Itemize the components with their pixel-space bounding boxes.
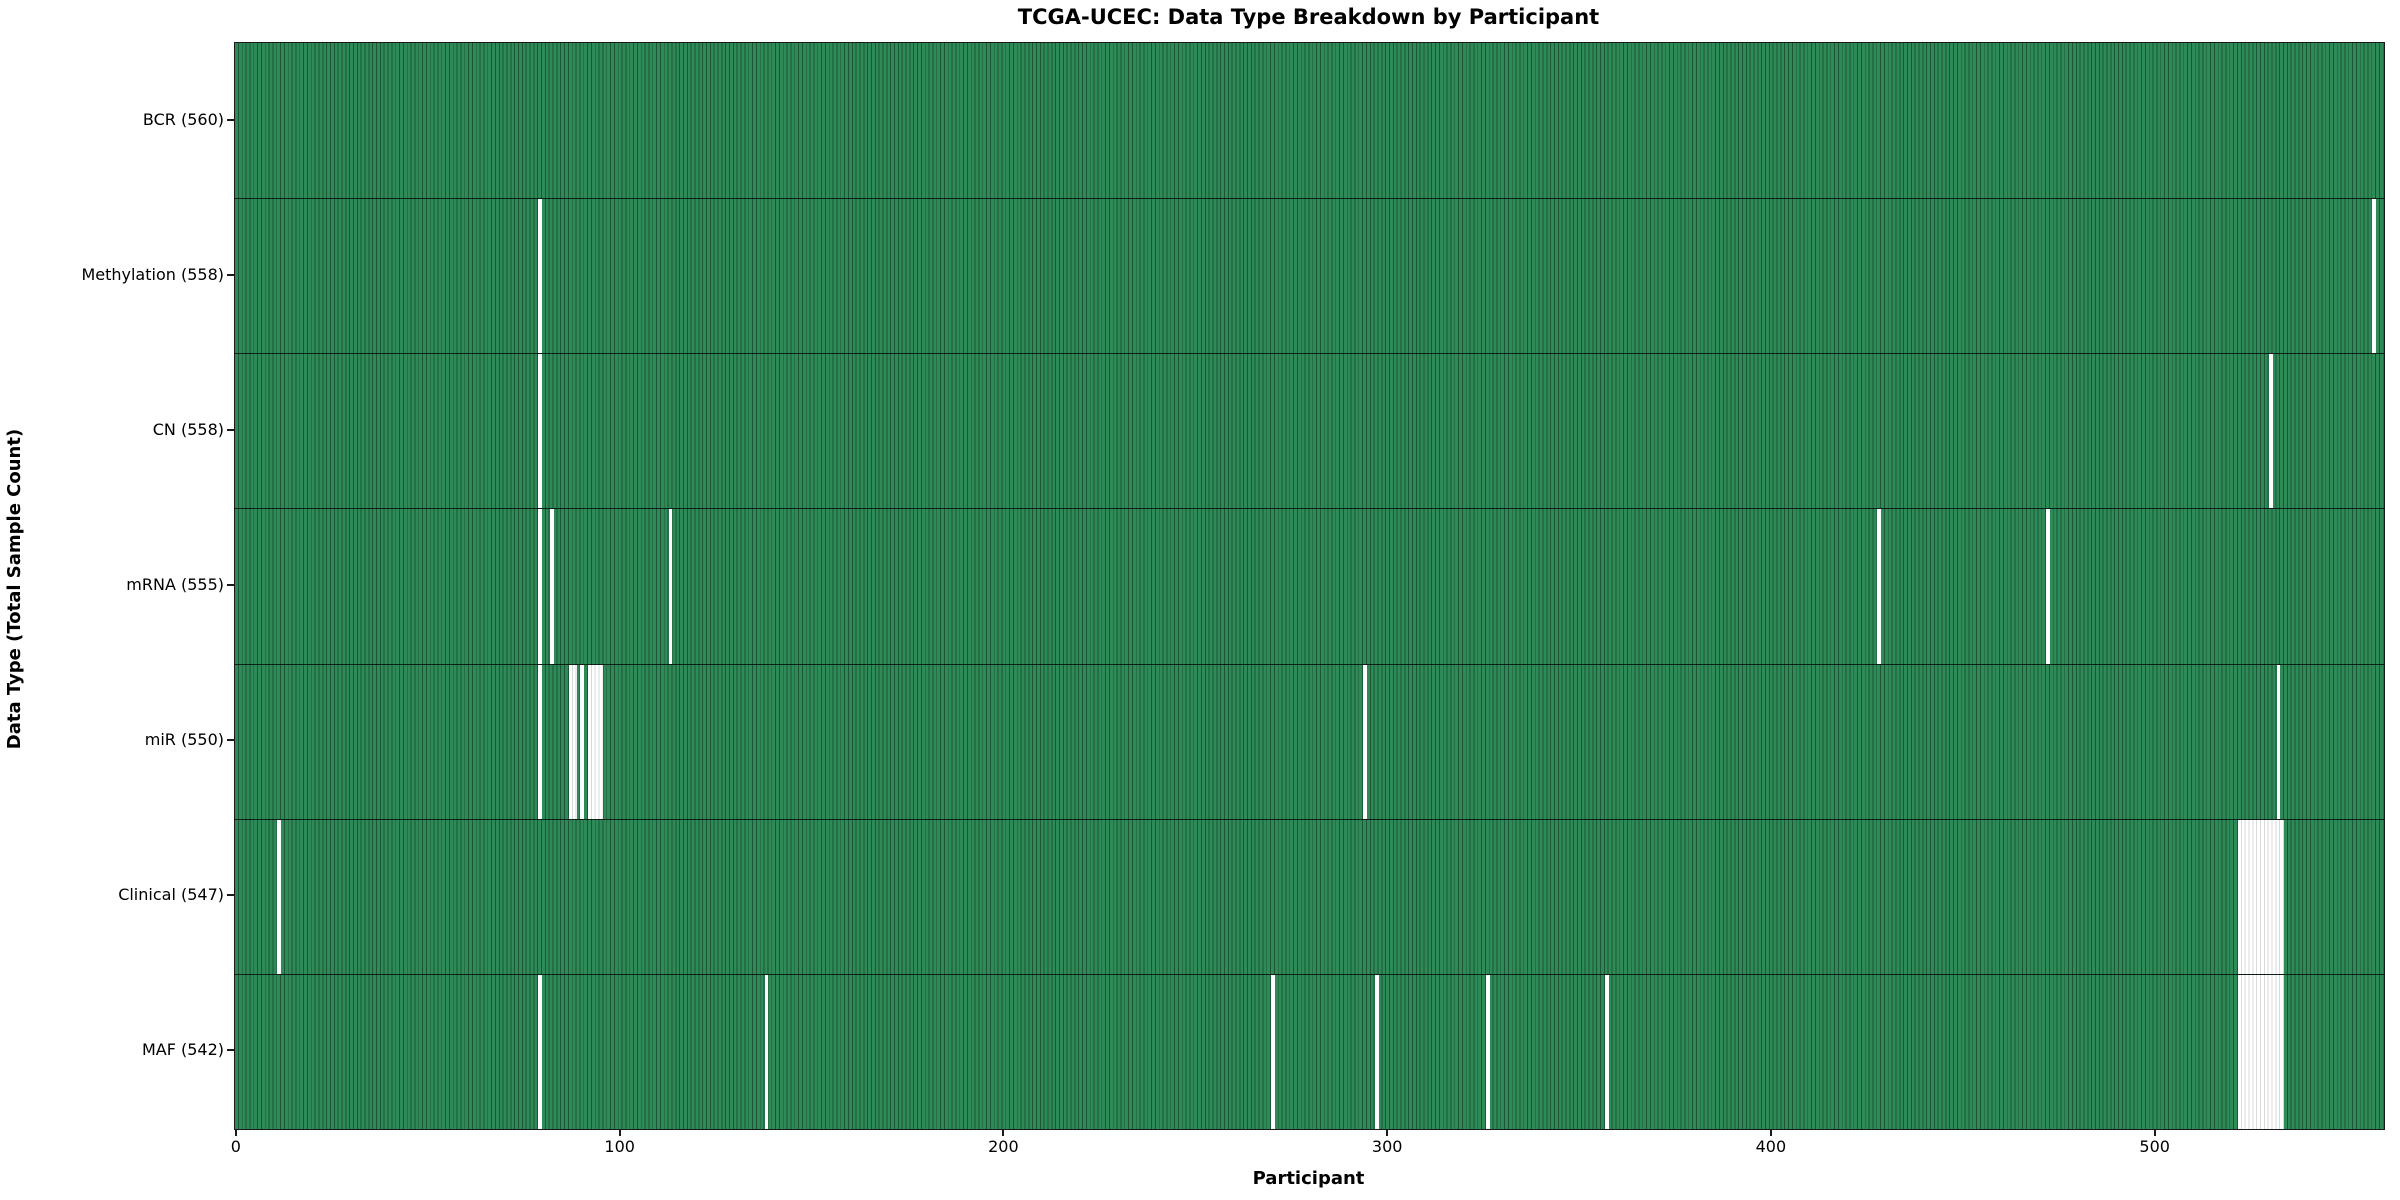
absent-gap	[549, 509, 554, 664]
absent-gap	[668, 509, 673, 664]
data-row-miR	[235, 663, 2384, 819]
x-tick-label: 0	[230, 1137, 241, 1156]
y-tick-label-MAF: MAF (542)	[141, 1040, 224, 1060]
y-tick-label-CN: CN (558)	[152, 419, 224, 439]
absent-gap	[2268, 354, 2273, 509]
absent-gap	[2238, 974, 2285, 1129]
y-tick-label-BCR: BCR (560)	[142, 109, 224, 129]
x-tick-mark	[1769, 1129, 1772, 1136]
data-row-MAF	[235, 973, 2384, 1129]
data-row-Methylation	[235, 198, 2384, 354]
x-tick-label: 500	[2139, 1137, 2170, 1156]
y-tick-mark	[227, 739, 234, 742]
plot-area: Present Absent	[234, 42, 2385, 1130]
absent-gap	[538, 354, 542, 509]
x-tick-label: 100	[604, 1137, 635, 1156]
chart-title: TCGA-UCEC: Data Type Breakdown by Partic…	[1017, 5, 1600, 29]
y-tick-mark	[227, 428, 234, 431]
x-tick-mark	[618, 1129, 621, 1136]
absent-gap	[1604, 974, 1609, 1129]
absent-gap	[538, 509, 542, 664]
y-tick-label-miR: miR (550)	[144, 730, 224, 750]
x-tick-label: 200	[988, 1137, 1019, 1156]
absent-gap	[1486, 974, 1490, 1129]
y-tick-label-mRNA: mRNA (555)	[126, 575, 224, 594]
x-tick-label: 300	[1371, 1137, 1403, 1156]
absent-gap	[1363, 664, 1368, 819]
absent-gap	[1877, 509, 1882, 664]
y-tick-mark	[227, 273, 234, 276]
x-tick-mark	[1002, 1129, 1005, 1136]
x-tick-mark	[2153, 1129, 2156, 1136]
y-tick-label-Clinical: Clinical (547)	[118, 885, 224, 905]
y-tick-mark	[227, 118, 234, 121]
absent-gap	[2372, 199, 2377, 354]
absent-gap	[2276, 664, 2281, 819]
data-row-mRNA	[235, 508, 2384, 664]
absent-gap	[588, 664, 604, 819]
data-row-Clinical	[235, 818, 2384, 974]
x-tick-label: 400	[1755, 1137, 1787, 1156]
absent-gap	[580, 664, 585, 819]
absent-gap	[2046, 509, 2051, 664]
x-tick-mark	[234, 1129, 237, 1136]
x-axis-title: Participant	[1252, 1168, 1365, 1189]
absent-gap	[538, 199, 542, 354]
absent-gap	[2238, 819, 2285, 974]
absent-gap	[568, 664, 577, 819]
absent-gap	[538, 664, 542, 819]
y-tick-mark	[227, 894, 234, 897]
absent-gap	[538, 974, 542, 1129]
absent-gap	[1271, 974, 1275, 1129]
data-row-CN	[235, 353, 2384, 509]
y-tick-mark	[227, 584, 234, 586]
absent-gap	[764, 974, 769, 1129]
absent-gap	[1374, 974, 1379, 1129]
x-tick-mark	[1386, 1129, 1389, 1136]
data-row-BCR	[235, 43, 2384, 199]
absent-gap	[277, 819, 282, 974]
y-tick-mark	[227, 1049, 234, 1052]
y-tick-label-Methylation: Methylation (558)	[81, 264, 224, 284]
